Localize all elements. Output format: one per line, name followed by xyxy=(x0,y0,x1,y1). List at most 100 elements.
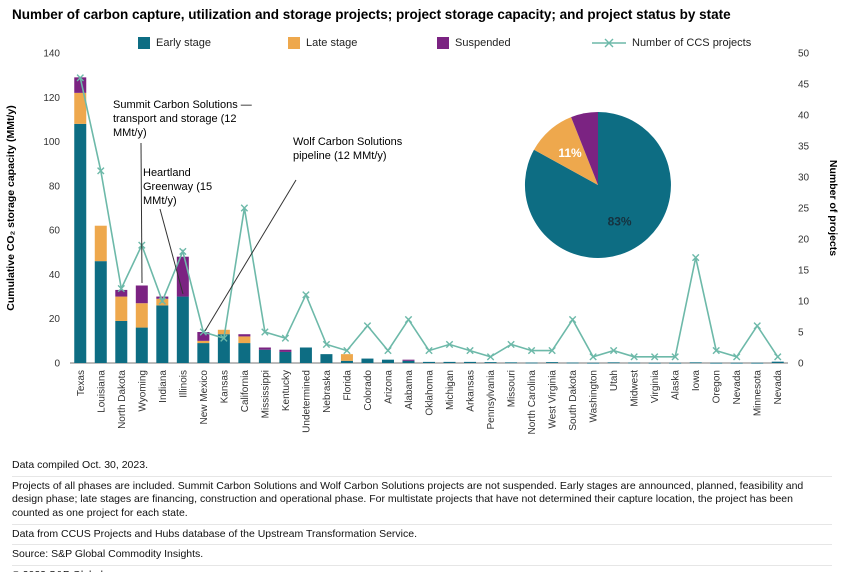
right-y-tick: 45 xyxy=(798,80,810,91)
bar-segment xyxy=(217,329,230,335)
bar-segment xyxy=(176,256,189,297)
bar-segment xyxy=(258,349,271,363)
bar-segment xyxy=(607,362,620,364)
legend-item-ccs-projects: Number of CCS projects xyxy=(592,37,751,49)
bar-segment xyxy=(197,343,210,363)
y-axis-title-left: Cumulative CO₂ storage capacity (MMt/y) xyxy=(5,105,17,310)
footer-methodology-note: Projects of all phases are included. Sum… xyxy=(12,477,832,525)
line-x-marker-icon xyxy=(609,346,618,355)
pie-percto-label: 11% xyxy=(558,146,582,160)
x-tick-label: North Carolina xyxy=(527,370,538,435)
x-tick-label: Oklahoma xyxy=(425,370,436,416)
legend-label-early-stage: Early stage xyxy=(156,37,212,49)
left-y-tick: 80 xyxy=(49,181,61,192)
x-tick-label: Midwest xyxy=(630,370,641,407)
footer: Data compiled Oct. 30, 2023. Projects of… xyxy=(12,456,832,572)
line-x-marker-icon xyxy=(753,322,761,330)
x-tick-label: Nevada xyxy=(773,370,784,405)
annotation-wolf-carbon: Wolf Carbon Solutions pipeline (12 MMt/y… xyxy=(293,136,403,162)
bar-segment xyxy=(238,336,251,344)
x-tick-label: Florida xyxy=(342,370,353,401)
left-y-tick: 60 xyxy=(49,226,61,237)
bar-segment xyxy=(135,327,148,363)
right-y-tick: 15 xyxy=(798,266,810,277)
early-stage-swatch-icon xyxy=(138,37,150,49)
x-tick-label: Michigan xyxy=(445,370,456,410)
footer-compiled-date: Data compiled Oct. 30, 2023. xyxy=(12,456,832,477)
line-x-marker-icon xyxy=(671,353,679,361)
line-x-marker-icon xyxy=(117,284,125,293)
chart-title: Number of carbon capture, utilization an… xyxy=(12,7,731,22)
legend-label-ccs-projects: Number of CCS projects xyxy=(632,37,752,49)
x-tick-label: Nebraska xyxy=(322,370,333,413)
x-tick-label: Undetermined xyxy=(301,370,312,433)
x-tick-label: Wyoming xyxy=(137,370,148,412)
annotation-heartland-greenway: Heartland Greenway (15 MMt/y) xyxy=(143,167,213,207)
line-x-marker-icon xyxy=(76,74,84,82)
bar-segment xyxy=(381,359,394,363)
bar-segment xyxy=(484,362,497,363)
late-stage-swatch-icon xyxy=(288,37,300,49)
annotation-summit-carbon: Summit Carbon Solutions — transport and … xyxy=(113,99,252,139)
bar-segment xyxy=(279,351,292,363)
bar-segment xyxy=(320,354,333,363)
left-y-tick: 100 xyxy=(43,137,60,148)
bar-segment xyxy=(689,362,702,364)
right-y-tick: 50 xyxy=(798,49,810,60)
bar-segment xyxy=(669,362,682,364)
annotation-leader-line xyxy=(159,208,184,295)
right-y-tick: 5 xyxy=(798,328,804,339)
right-y-tick: 0 xyxy=(798,359,804,370)
x-tick-label: New Mexico xyxy=(199,370,210,425)
bar-segment xyxy=(423,361,435,363)
bar-segment xyxy=(505,362,518,364)
left-y-tick: 20 xyxy=(49,314,61,325)
pie-percto-label: 83% xyxy=(608,214,632,228)
bar-segment xyxy=(628,362,641,364)
x-tick-label: South Dakota xyxy=(568,370,579,431)
x-tick-label: Minnesota xyxy=(753,370,764,417)
x-tick-label: Arkansas xyxy=(466,370,477,412)
x-tick-label: Oregon xyxy=(712,370,723,403)
footer-copyright: © 2023 S&P Global. xyxy=(12,566,832,572)
left-y-tick: 120 xyxy=(43,93,60,104)
x-tick-label: Alabama xyxy=(404,370,415,410)
line-x-marker-icon xyxy=(404,315,413,324)
bar-segment xyxy=(94,261,107,363)
bar-segment xyxy=(238,343,251,363)
left-y-tick: 0 xyxy=(54,359,60,370)
bar-segment xyxy=(443,361,456,363)
legend: Early stage Late stage Suspended Number … xyxy=(0,37,844,53)
line-x-marker-icon xyxy=(445,340,454,349)
line-x-marker-icon xyxy=(322,340,331,349)
bar-segment xyxy=(730,362,743,364)
combo-chart: 0 20 40 60 80 100 120 140 0 5 10 15 20 25 30 35 40 45 50 Te… xyxy=(5,49,839,435)
bar-segment xyxy=(361,358,374,363)
right-y-tick: 40 xyxy=(798,111,810,122)
bar-segment xyxy=(587,362,600,364)
bar-segment xyxy=(648,362,661,364)
bar-segment xyxy=(340,360,353,363)
x-tick-label: Louisiana xyxy=(96,370,107,413)
line-x-marker-icon xyxy=(630,353,638,361)
line-x-marker-swatch-icon xyxy=(592,37,626,49)
bar-segment xyxy=(238,334,251,337)
line-x-marker-icon xyxy=(691,253,700,262)
suspended-swatch-icon xyxy=(437,37,449,49)
bar-segment xyxy=(279,349,292,352)
x-tick-label: West Virginia xyxy=(548,370,559,429)
bar-segment xyxy=(135,303,148,328)
right-y-tick: 25 xyxy=(798,204,810,215)
pie-slice-suspended xyxy=(571,111,598,185)
x-tick-label: Virginia xyxy=(650,370,661,404)
annotation-leader-line xyxy=(204,179,297,332)
x-tick-label: California xyxy=(240,370,251,413)
y-axis-title-right: Number of projects xyxy=(827,160,839,256)
x-tick-label: Utah xyxy=(609,370,620,391)
x-tick-label: Illinois xyxy=(178,370,189,398)
annotation-leader-line xyxy=(140,142,143,284)
line-x-marker-icon xyxy=(712,346,720,355)
x-tick-label: Mississippi xyxy=(260,370,271,418)
line-x-marker-icon xyxy=(425,346,433,355)
